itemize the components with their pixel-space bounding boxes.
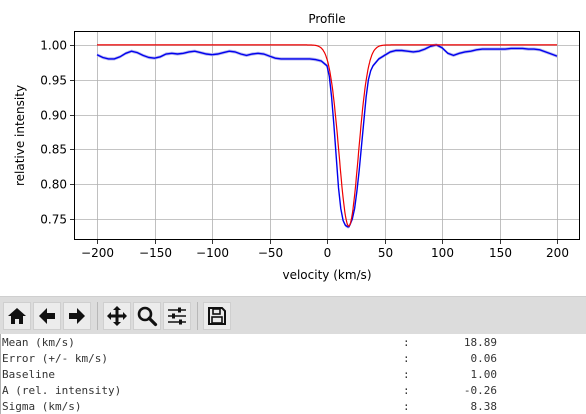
- y-tick-label: 0.90: [40, 109, 67, 123]
- stat-row-mean: Mean (km/s) : 18.89: [1, 335, 586, 351]
- y-axis-label: relative intensity: [13, 85, 27, 186]
- grid-lines: [74, 31, 580, 240]
- pan-button[interactable]: [103, 301, 131, 330]
- home-button[interactable]: [3, 301, 31, 330]
- save-icon: [208, 306, 226, 325]
- stat-value: 1.00: [470, 368, 498, 381]
- x-tick-label: −100: [196, 246, 229, 260]
- arrow-right-icon: [69, 307, 85, 324]
- y-tick-label: 0.85: [40, 143, 67, 157]
- stat-row-baseline: Baseline : 1.00: [1, 367, 586, 383]
- x-tick-label: 0: [324, 246, 332, 260]
- y-tick-label: 0.75: [40, 213, 67, 227]
- stat-label: Baseline: [2, 368, 55, 381]
- stat-label: Sigma (km/s): [2, 400, 82, 413]
- stat-value: -0.26: [463, 384, 497, 397]
- data-series: [96, 43, 558, 229]
- x-tick-label: 200: [546, 246, 569, 260]
- stat-separator: :: [403, 400, 410, 413]
- y-tick-label: 1.00: [40, 39, 67, 53]
- forward-button[interactable]: [63, 301, 91, 330]
- gaussian-fit-line: [97, 44, 557, 227]
- observed-profile-line: [96, 44, 558, 228]
- configure-subplots-button[interactable]: [163, 301, 191, 330]
- save-button[interactable]: [203, 301, 231, 330]
- axis-ticks: −200 −150 −100 −50 0 50 100 150 200 0.75 0.80 0.85 0…: [40, 39, 569, 261]
- stat-value: 0.06: [470, 352, 498, 365]
- toolbar-separator: [97, 301, 98, 330]
- navigation-toolbar: [0, 296, 586, 334]
- x-tick-label: −200: [81, 246, 114, 260]
- stat-separator: :: [403, 352, 410, 365]
- profile-figure: −200 −150 −100 −50 0 50 100 150 200 0.75 0.80 0.85 0…: [13, 12, 580, 282]
- stat-label: Error (+/- km/s): [2, 352, 108, 365]
- fit-statistics-panel: Mean (km/s) : 18.89 Error (+/- km/s) : 0…: [0, 334, 586, 414]
- x-tick-label: 150: [489, 246, 512, 260]
- move-icon: [107, 305, 127, 326]
- x-axis-label: velocity (km/s): [282, 268, 371, 282]
- arrow-left-icon: [39, 307, 55, 324]
- stat-value: 18.89: [463, 336, 497, 349]
- back-button[interactable]: [33, 301, 61, 330]
- x-tick-label: −50: [258, 246, 283, 260]
- x-tick-label: 100: [431, 246, 454, 260]
- stat-separator: :: [403, 336, 410, 349]
- profile-chart: −200 −150 −100 −50 0 50 100 150 200 0.75 0.80 0.85 0…: [13, 12, 580, 282]
- axes-frame: [74, 31, 580, 240]
- toolbar-separator: [197, 301, 198, 330]
- stat-row-sigma: Sigma (km/s) : 8.38: [1, 399, 586, 414]
- stat-label: Mean (km/s): [2, 336, 75, 349]
- stat-label: A (rel. intensity): [2, 384, 122, 397]
- x-tick-label: 50: [378, 246, 393, 260]
- stat-row-error: Error (+/- km/s) : 0.06: [1, 351, 586, 367]
- home-icon: [8, 307, 26, 324]
- chart-title: Profile: [308, 12, 345, 26]
- profile-uncertainty-band: [97, 43, 557, 229]
- x-tick-label: −150: [139, 246, 172, 260]
- y-tick-label: 0.80: [40, 178, 67, 192]
- sliders-icon: [168, 307, 186, 324]
- zoom-button[interactable]: [133, 301, 161, 330]
- stat-row-amplitude: A (rel. intensity) : -0.26: [1, 383, 586, 399]
- stat-separator: :: [403, 384, 410, 397]
- stat-separator: :: [403, 368, 410, 381]
- stat-value: 8.38: [470, 400, 498, 413]
- y-tick-label: 0.95: [40, 74, 67, 88]
- zoom-icon: [137, 306, 158, 326]
